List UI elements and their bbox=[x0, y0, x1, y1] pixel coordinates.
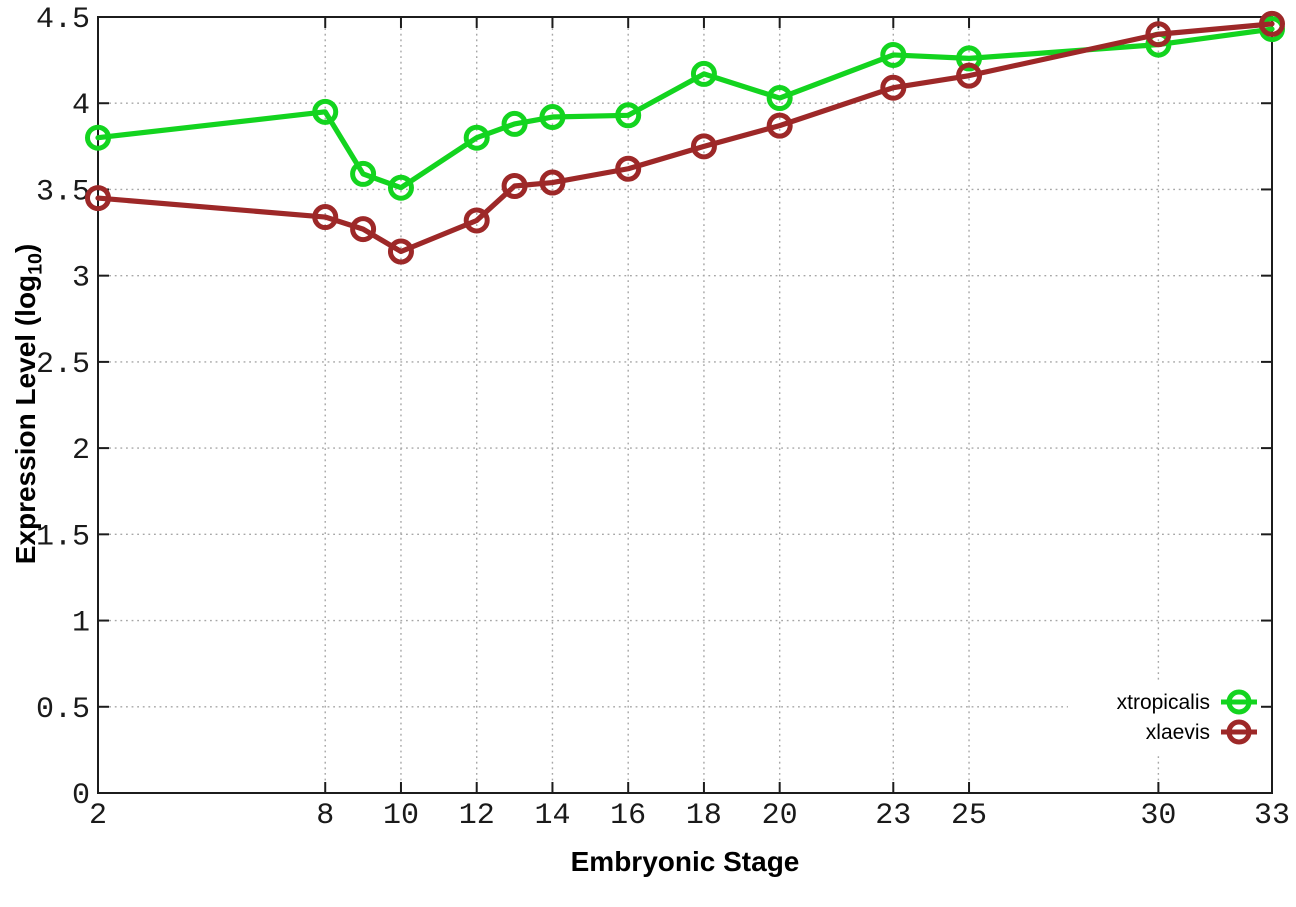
x-tick-label: 10 bbox=[383, 799, 419, 833]
series-line-xtropicalis bbox=[95, 26, 1275, 191]
data-point-marker-xtropicalis bbox=[85, 124, 111, 151]
data-point-marker-xlaevis bbox=[766, 112, 793, 139]
data-point-marker-xtropicalis bbox=[880, 41, 907, 68]
legend: xtropicalis xlaevis bbox=[1117, 689, 1257, 745]
data-point-marker-xlaevis bbox=[615, 155, 642, 182]
x-tick-label: 14 bbox=[534, 799, 570, 833]
data-point-marker-xlaevis bbox=[312, 204, 339, 231]
data-point-marker-xlaevis bbox=[956, 62, 983, 89]
y-axis-title: Expression Level (log10) bbox=[10, 243, 47, 565]
data-point-marker-xtropicalis bbox=[350, 160, 377, 187]
plot-border bbox=[97, 16, 1273, 794]
data-point-marker-xtropicalis bbox=[501, 110, 528, 137]
legend-label-xlaevis: xlaevis bbox=[1146, 721, 1210, 744]
data-point-marker-xlaevis bbox=[350, 216, 377, 243]
x-tick-label: 16 bbox=[610, 799, 646, 833]
x-tick-label: 25 bbox=[951, 799, 987, 833]
legend-label-xtropicalis: xtropicalis bbox=[1117, 691, 1210, 714]
data-point-marker-xlaevis bbox=[85, 185, 111, 212]
plot-frame bbox=[97, 16, 1273, 794]
legend-sample-marker-xlaevis bbox=[1226, 719, 1252, 745]
x-tick-label: 2 bbox=[89, 799, 107, 833]
data-point-marker-xtropicalis bbox=[956, 45, 983, 72]
data-point-marker-xtropicalis bbox=[539, 104, 566, 131]
data-point-marker-xtropicalis bbox=[387, 174, 414, 201]
y-axis-title-subscript: 10 bbox=[24, 253, 47, 275]
x-tick-label: 18 bbox=[686, 799, 722, 833]
data-point-marker-xlaevis bbox=[1145, 21, 1172, 48]
y-tick-label: 0.5 bbox=[36, 693, 90, 727]
data-point-marker-xlaevis bbox=[387, 238, 414, 265]
data-point-marker-xlaevis bbox=[501, 172, 528, 199]
y-tick-label: 1.5 bbox=[36, 520, 90, 554]
x-tick-label: 8 bbox=[316, 799, 334, 833]
data-point-marker-xtropicalis bbox=[690, 60, 717, 87]
tick-labels: 2 8 10 12 14 16 18 20 23 25 30 33 0 0.5 1 1.5 2 2.5 3 3.5 4 4… bbox=[36, 3, 1290, 833]
data-point-marker-xlaevis bbox=[690, 133, 717, 160]
data-point-marker-xlaevis bbox=[880, 74, 907, 101]
y-axis-title-prefix: Expression Level (log bbox=[10, 274, 41, 565]
y-tick-label: 1 bbox=[72, 607, 90, 641]
x-axis-title-text: Embryonic Stage bbox=[570, 846, 800, 877]
series-line-xlaevis bbox=[95, 21, 1275, 255]
grid-layer bbox=[97, 16, 1273, 794]
y-tick-label: 4.5 bbox=[36, 3, 90, 37]
data-point-marker-xtropicalis bbox=[312, 98, 339, 125]
x-tick-label: 33 bbox=[1254, 799, 1290, 833]
data-point-marker-xlaevis bbox=[463, 207, 490, 234]
x-tick-label: 20 bbox=[762, 799, 798, 833]
x-tick-label: 12 bbox=[459, 799, 495, 833]
y-tick-label: 3 bbox=[72, 262, 90, 296]
y-tick-label: 3.5 bbox=[36, 175, 90, 209]
x-axis-title: Embryonic Stage bbox=[571, 846, 800, 878]
x-tick-label: 30 bbox=[1140, 799, 1176, 833]
data-point-marker-xtropicalis bbox=[463, 124, 490, 151]
data-point-marker-xtropicalis bbox=[766, 85, 793, 112]
y-tick-label: 0 bbox=[72, 779, 90, 813]
y-tick-label: 4 bbox=[72, 89, 90, 123]
data-point-marker-xlaevis bbox=[539, 169, 566, 196]
y-tick-label: 2.5 bbox=[36, 348, 90, 382]
x-tick-label: 23 bbox=[875, 799, 911, 833]
data-point-marker-xtropicalis bbox=[615, 102, 642, 129]
data-series bbox=[85, 10, 1285, 265]
legend-sample-marker-xtropicalis bbox=[1226, 689, 1252, 715]
data-point-marker-xlaevis bbox=[1259, 10, 1285, 37]
y-axis-title-suffix: ) bbox=[10, 243, 41, 254]
y-tick-label: 2 bbox=[72, 434, 90, 468]
